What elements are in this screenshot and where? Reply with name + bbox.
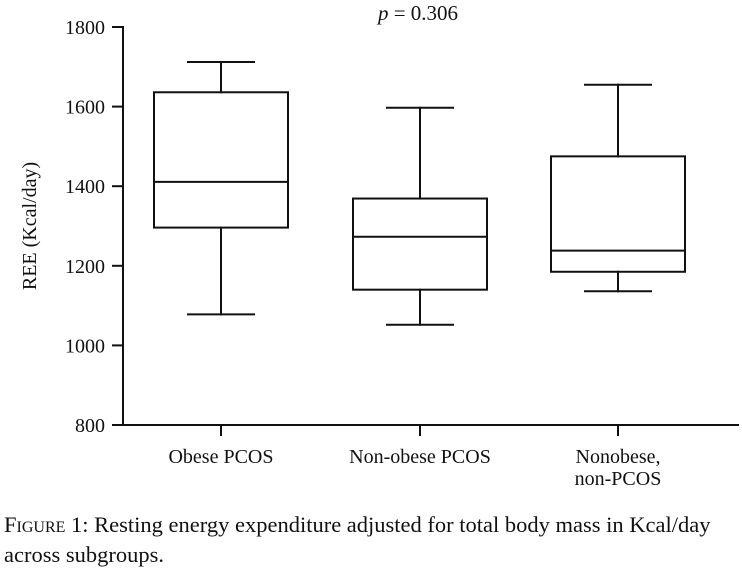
x-tick-label: Nonobese,: [576, 446, 661, 468]
x-tick-label: Obese PCOS: [168, 446, 273, 468]
box-group: [550, 83, 686, 293]
box-group: [153, 61, 289, 316]
y-tick-label: 1600: [65, 97, 105, 119]
axes: 800 1000 1200 1400 1600 1800 Obese PCOS Non-obe…: [65, 17, 739, 490]
box-series: [153, 61, 686, 326]
iqr-box: [153, 91, 289, 229]
y-tick-label: 1200: [65, 256, 105, 278]
x-tick-label: non-PCOS: [575, 468, 662, 490]
figure-caption-text: : Resting energy expenditure adjusted fo…: [4, 512, 711, 567]
box-plot-chart: p = 0.306 REE (Kcal/day) 800 1000 1200 1400…: [19, 1, 739, 490]
y-tick-label: 1000: [65, 335, 105, 357]
y-tick-label: 800: [75, 415, 105, 437]
figure-caption-lead: Figure 1: [4, 512, 83, 537]
figure-caption: Figure 1: Resting energy expenditure adj…: [4, 510, 738, 570]
x-tick-label: Non-obese PCOS: [349, 446, 491, 468]
y-tick-label: 1400: [65, 176, 105, 198]
iqr-box: [550, 155, 686, 273]
y-tick-label: 1800: [65, 17, 105, 39]
p-value-annotation: p = 0.306: [376, 1, 458, 25]
y-axis-label: REE (Kcal/day): [19, 162, 41, 290]
box-group: [352, 106, 488, 326]
iqr-box: [352, 197, 488, 291]
